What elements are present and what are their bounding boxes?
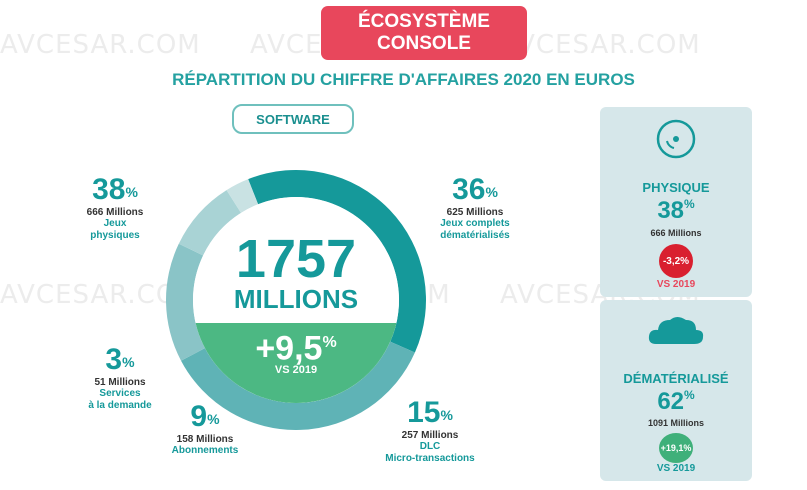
stat-percent: 9%: [150, 402, 260, 432]
panel-symbol: %: [684, 388, 695, 402]
stat-symbol: %: [440, 407, 453, 423]
stat-symbol: %: [207, 411, 220, 427]
donut-slice: [166, 243, 205, 361]
stat-number: 15: [407, 396, 441, 429]
page-subtitle: RÉPARTITION DU CHIFFRE D'AFFAIRES 2020 E…: [172, 70, 635, 89]
stat-percent: 36%: [420, 175, 530, 205]
growth-number: +9,5: [255, 329, 323, 368]
stat-label: Jeux complets: [440, 218, 510, 229]
panel-vs: VS 2019: [656, 279, 696, 290]
stat-services: 3% 51 Millions Services à la demande: [65, 345, 175, 412]
panel-title: DÉMATÉRIALISÉ: [623, 371, 729, 386]
stat-millions: 625 Millions: [446, 207, 504, 218]
stat-number: 3: [105, 343, 123, 376]
panel-millions: 666 Millions: [650, 228, 702, 238]
panel-millions: 1091 Millions: [647, 418, 705, 428]
title-line-1: ÉCOSYSTÈME: [358, 11, 490, 32]
stat-percent: 3%: [65, 345, 175, 375]
panel-number: 38: [657, 197, 685, 224]
panel-title: PHYSIQUE: [642, 180, 710, 195]
stat-millions: 257 Millions: [401, 430, 459, 441]
stat-symbol: %: [122, 354, 135, 370]
panel-physique: PHYSIQUE 38% 666 Millions -3,2% VS 2019: [600, 107, 752, 297]
growth-vs: VS 2019: [274, 364, 318, 376]
donut-slice: [181, 341, 415, 430]
stat-percent: 15%: [375, 398, 485, 428]
stat-label: à la demande: [88, 400, 152, 411]
disc-icon: [656, 119, 696, 159]
stat-label: physiques: [90, 230, 140, 241]
tab-software[interactable]: SOFTWARE: [232, 104, 354, 134]
panel-number: 62: [657, 388, 685, 415]
cloud-icon: [648, 317, 704, 344]
stat-number: 9: [190, 400, 208, 433]
title-line-2: CONSOLE: [377, 33, 471, 54]
stat-jeux-physiques: 38% 666 Millions Jeux physiques: [60, 175, 170, 242]
total-value: 1757: [235, 229, 357, 289]
stat-millions: 158 Millions: [176, 434, 234, 445]
stat-label: Micro-transactions: [385, 453, 475, 464]
title-badge: ÉCOSYSTÈME CONSOLE: [321, 6, 527, 60]
panel-percent: 62%: [600, 388, 752, 416]
total-unit: MILLIONS: [233, 284, 359, 314]
panel-vs: VS 2019: [656, 463, 696, 474]
stat-label: DLC: [419, 441, 441, 452]
stat-dlc: 15% 257 Millions DLC Micro-transactions: [375, 398, 485, 465]
stat-millions: 51 Millions: [94, 377, 146, 388]
growth-percent: %: [322, 334, 337, 351]
stat-abonnements: 9% 158 Millions Abonnements: [150, 402, 260, 457]
stat-label: Services: [99, 388, 141, 399]
stat-label: dématérialisés: [440, 230, 510, 241]
panel-demat: DÉMATÉRIALISÉ 62% 1091 Millions +19,1% V…: [600, 300, 752, 481]
stat-number: 38: [92, 173, 126, 206]
donut-slice: [248, 170, 426, 353]
donut-slice: [226, 179, 259, 213]
watermark: AVCESAR.COM: [500, 30, 701, 60]
stat-millions: 666 Millions: [86, 207, 144, 218]
stat-label: Abonnements: [171, 445, 239, 456]
stat-symbol: %: [125, 184, 138, 200]
stat-demat: 36% 625 Millions Jeux complets dématéria…: [420, 175, 530, 242]
panel-percent: 38%: [600, 197, 752, 225]
stat-label: Jeux: [103, 218, 127, 229]
stat-symbol: %: [485, 184, 498, 200]
donut-slice: [178, 190, 241, 256]
panel-symbol: %: [684, 197, 695, 211]
stat-number: 36: [452, 173, 486, 206]
change-badge: +19,1%: [659, 433, 693, 463]
growth-value: +9,5%: [166, 325, 426, 366]
change-badge: -3,2%: [659, 244, 693, 278]
stat-percent: 38%: [60, 175, 170, 205]
donut-chart: [166, 170, 426, 430]
watermark: AVCESAR.COM: [0, 30, 201, 60]
